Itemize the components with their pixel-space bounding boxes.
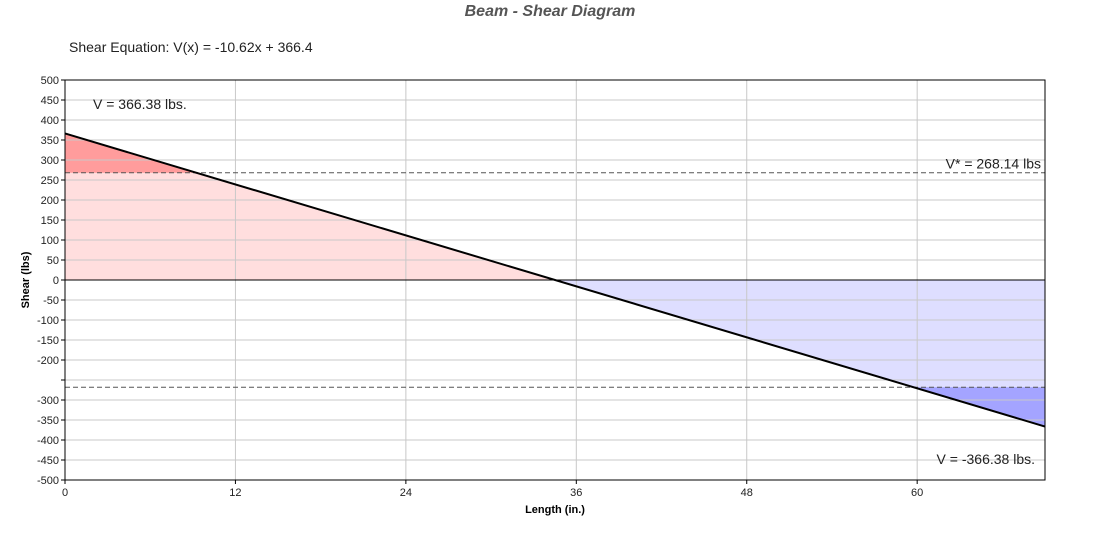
y-tick-label: -200 xyxy=(37,355,59,367)
x-tick-label: 36 xyxy=(570,487,582,499)
y-tick-label: -300 xyxy=(37,395,59,407)
grid-lines xyxy=(65,79,1045,481)
y-tick-label: -50 xyxy=(43,295,59,307)
y-axis-label: Shear (lbs) xyxy=(20,251,32,308)
chart-title: Beam - Shear Diagram xyxy=(464,3,636,20)
y-tick-label: -450 xyxy=(37,455,59,467)
y-tick-label: 0 xyxy=(53,275,59,287)
y-tick-label: 450 xyxy=(41,95,59,107)
y-tick-label: 50 xyxy=(47,255,59,267)
shear-equation: Shear Equation: V(x) = -10.62x + 366.4 xyxy=(69,39,313,55)
annotation-label: V = -366.38 lbs. xyxy=(937,451,1035,467)
labels: V* = 268.14 lbs5004504003503002502001501… xyxy=(20,75,1041,516)
y-tick-label: 500 xyxy=(41,75,59,87)
x-tick-label: 12 xyxy=(229,487,241,499)
reference-lines xyxy=(65,172,1045,388)
y-tick-label: 350 xyxy=(41,135,59,147)
axes xyxy=(61,79,1046,484)
x-tick-label: 24 xyxy=(400,487,412,499)
y-tick-label: -400 xyxy=(37,435,59,447)
y-tick-label: -100 xyxy=(37,315,59,327)
y-tick-label: -150 xyxy=(37,335,59,347)
x-axis-label: Length (in.) xyxy=(525,504,585,516)
reference-line-label: V* = 268.14 lbs xyxy=(946,156,1041,172)
y-tick-label: 300 xyxy=(41,155,59,167)
y-tick-label: 100 xyxy=(41,235,59,247)
x-tick-label: 0 xyxy=(62,487,68,499)
y-tick-label: -350 xyxy=(37,415,59,427)
y-tick-label: -500 xyxy=(37,475,59,487)
y-tick-label: 250 xyxy=(41,175,59,187)
y-tick-label: 150 xyxy=(41,215,59,227)
x-tick-label: 48 xyxy=(741,487,753,499)
y-tick-label: 200 xyxy=(41,195,59,207)
annotation-label: V = 366.38 lbs. xyxy=(93,96,187,112)
x-tick-label: 60 xyxy=(911,487,923,499)
y-tick-label: 400 xyxy=(41,115,59,127)
